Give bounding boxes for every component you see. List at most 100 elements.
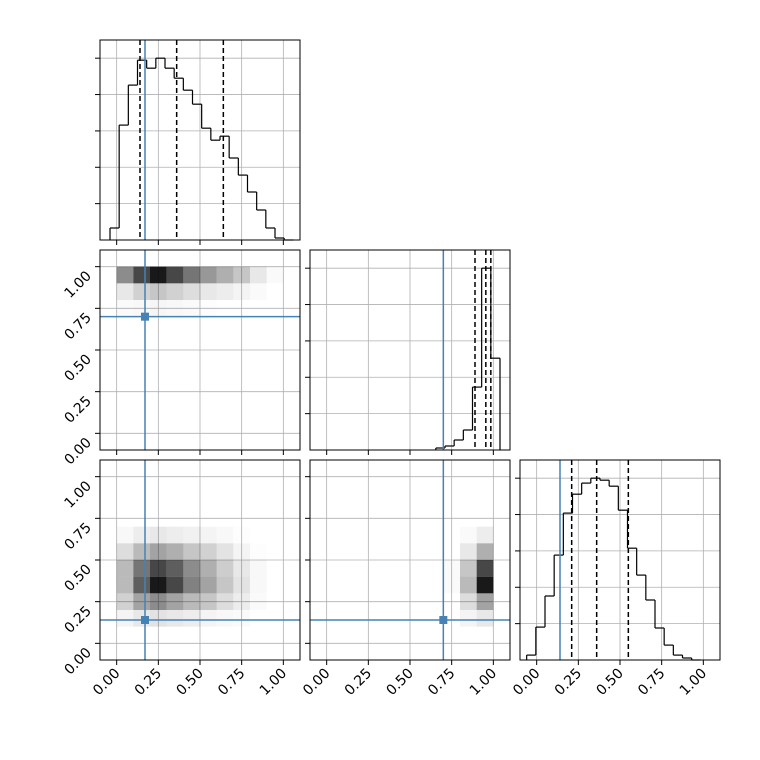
- density-cell: [166, 543, 184, 560]
- density-cell: [166, 576, 184, 594]
- density-cell: [166, 560, 184, 577]
- density-cell: [377, 493, 394, 510]
- density-cell: [393, 627, 410, 644]
- density-cell: [267, 350, 284, 367]
- density-cell: [183, 493, 200, 510]
- density-cell: [166, 610, 184, 627]
- density-cell: [167, 417, 184, 434]
- x-tick-label: 0.75: [215, 666, 248, 699]
- density-cell: [360, 577, 377, 594]
- density-cell: [217, 300, 234, 317]
- density-cell: [200, 560, 217, 577]
- density-cell: [150, 477, 167, 494]
- density-cell: [377, 543, 394, 560]
- density-cell: [327, 560, 344, 577]
- density-cell: [343, 527, 360, 544]
- density-cell: [460, 627, 477, 644]
- density-cell: [393, 593, 410, 610]
- density-cell: [477, 510, 494, 527]
- density-cell: [183, 526, 200, 544]
- density-cell: [133, 493, 150, 510]
- density-cell: [477, 477, 494, 494]
- density-cell: [167, 300, 184, 317]
- density-cell: [377, 627, 394, 644]
- density-cell: [343, 593, 360, 610]
- density-cell: [217, 493, 234, 510]
- density-cell: [233, 593, 250, 610]
- density-cell: [343, 510, 360, 527]
- density-cell: [360, 560, 377, 577]
- density-cell: [150, 543, 167, 560]
- density-cell: [183, 266, 200, 284]
- density-cell: [360, 510, 377, 527]
- density-cell: [150, 350, 167, 367]
- density-cell: [117, 493, 134, 510]
- x-tick-label: 0.50: [593, 666, 626, 699]
- density-cell: [217, 350, 234, 367]
- density-cell: [443, 577, 460, 594]
- density-cell: [343, 577, 360, 594]
- density-cell: [267, 300, 284, 317]
- density-cell: [200, 266, 217, 284]
- density-cell: [393, 560, 410, 577]
- density-cell: [117, 333, 134, 350]
- density-cell: [427, 543, 444, 560]
- density-cell: [267, 493, 284, 510]
- density-cell: [250, 560, 267, 577]
- density-cell: [117, 300, 134, 317]
- panel-frame: [309, 249, 511, 451]
- density-cell: [393, 527, 410, 544]
- density-cell: [233, 543, 250, 560]
- y-tick-label: 1.00: [61, 268, 94, 301]
- density-cell: [200, 383, 217, 400]
- density-cell: [150, 417, 167, 434]
- density-cell: [200, 417, 217, 434]
- density-cell: [410, 510, 427, 527]
- density-cell: [427, 510, 444, 527]
- x-tick-label: 1.00: [467, 666, 500, 699]
- density-cell: [133, 417, 150, 434]
- density-cell: [267, 417, 284, 434]
- density-cell: [410, 610, 427, 627]
- density-cell: [183, 627, 200, 644]
- density-cell: [460, 593, 477, 610]
- density-cell: [150, 610, 167, 627]
- density-cell: [427, 493, 444, 510]
- x-tick-label: 1.00: [257, 666, 290, 699]
- density-cell: [183, 317, 200, 334]
- density-cell: [200, 526, 217, 544]
- density-cell: [327, 477, 344, 494]
- density-cell: [476, 560, 494, 577]
- density-cell: [477, 627, 494, 644]
- density-cell: [150, 493, 167, 510]
- density-cell: [217, 510, 234, 527]
- density-cell: [167, 383, 184, 400]
- density-cell: [267, 543, 284, 560]
- density-cell: [166, 526, 184, 544]
- density-cell: [460, 610, 477, 627]
- density-cell: [116, 610, 134, 627]
- density-cell: [460, 493, 477, 510]
- density-cell: [343, 610, 360, 627]
- x-tick-label: 0.25: [552, 666, 585, 699]
- density-cell: [117, 627, 134, 644]
- density-cell: [150, 627, 167, 644]
- density-cell: [183, 350, 200, 367]
- density-cell: [410, 577, 427, 594]
- density-cell: [150, 266, 167, 284]
- density-cell: [217, 417, 234, 434]
- density-cell: [150, 560, 167, 577]
- density-cell: [133, 576, 150, 594]
- density-cell: [200, 333, 217, 350]
- density-cell: [150, 383, 167, 400]
- density-cell: [166, 283, 184, 300]
- density-cell: [117, 400, 134, 417]
- x-tick-label: 1.00: [677, 666, 710, 699]
- density-cell: [343, 543, 360, 560]
- density-cell: [250, 543, 267, 560]
- density-cell: [200, 367, 217, 384]
- density-cell: [343, 627, 360, 644]
- density-cell: [267, 317, 284, 334]
- density-cell: [427, 593, 444, 610]
